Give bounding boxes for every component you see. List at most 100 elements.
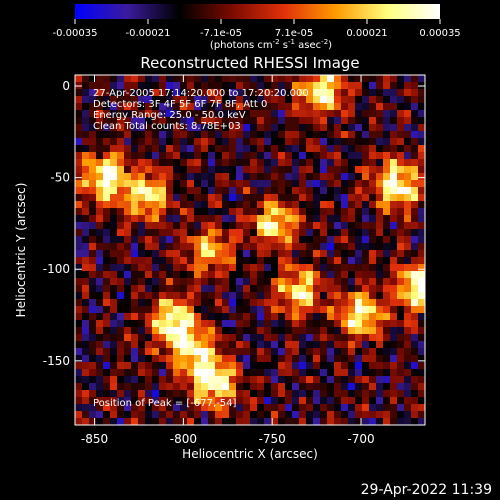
heatmap-cell [299, 229, 307, 237]
heatmap-cell [369, 383, 377, 391]
heatmap-cell [376, 103, 384, 111]
heatmap-cell [75, 222, 83, 230]
heatmap-cell [334, 376, 342, 384]
heatmap-cell [166, 278, 174, 286]
heatmap-cell [229, 257, 237, 265]
heatmap-cell [320, 215, 328, 223]
heatmap-cell [327, 124, 335, 132]
heatmap-cell [362, 285, 370, 293]
heatmap-cell [264, 348, 272, 356]
heatmap-cell [306, 159, 314, 167]
heatmap-cell [348, 82, 356, 90]
heatmap-cell [362, 110, 370, 118]
heatmap-cell [236, 138, 244, 146]
heatmap-cell [285, 187, 293, 195]
heatmap-cell [271, 187, 279, 195]
heatmap-cell [124, 187, 132, 195]
heatmap-cell [285, 271, 293, 279]
heatmap-cell [411, 313, 419, 321]
heatmap-cell [376, 271, 384, 279]
heatmap-cell [264, 152, 272, 160]
heatmap-cell [236, 222, 244, 230]
heatmap-cell [103, 138, 111, 146]
heatmap-cell [166, 271, 174, 279]
heatmap-cell [306, 348, 314, 356]
heatmap-cell [250, 250, 258, 258]
heatmap-cell [376, 124, 384, 132]
heatmap-cell [236, 96, 244, 104]
heatmap-cell [320, 257, 328, 265]
heatmap-cell [285, 229, 293, 237]
heatmap-cell [187, 271, 195, 279]
heatmap-cell [180, 173, 188, 181]
heatmap-cell [383, 124, 391, 132]
heatmap-cell [110, 313, 118, 321]
heatmap-cell [411, 376, 419, 384]
heatmap-cell [271, 341, 279, 349]
heatmap-cell [355, 348, 363, 356]
heatmap-cell [355, 187, 363, 195]
heatmap-cell [208, 313, 216, 321]
heatmap-cell [278, 138, 286, 146]
heatmap-cell [306, 201, 314, 209]
heatmap-cell [173, 131, 181, 139]
heatmap-cell [243, 159, 251, 167]
heatmap-cell [278, 292, 286, 300]
heatmap-cell [397, 397, 405, 405]
heatmap-cell [397, 208, 405, 216]
chart-title: Reconstructed RHESSI Image [140, 54, 359, 72]
heatmap-cell [201, 166, 209, 174]
heatmap-cell [292, 397, 300, 405]
heatmap-cell [96, 376, 104, 384]
heatmap-cell [404, 306, 412, 314]
heatmap-cell [348, 159, 356, 167]
heatmap-cell [390, 348, 398, 356]
heatmap-cell [222, 152, 230, 160]
heatmap-cell [110, 145, 118, 153]
heatmap-cell [173, 257, 181, 265]
heatmap-cell [236, 159, 244, 167]
heatmap-cell [201, 152, 209, 160]
heatmap-cell [327, 306, 335, 314]
heatmap-cell [229, 411, 237, 419]
heatmap-cell [348, 292, 356, 300]
heatmap-cell [243, 383, 251, 391]
heatmap-cell [418, 397, 425, 405]
heatmap-cell [96, 299, 104, 307]
heatmap-cell [383, 348, 391, 356]
heatmap-cell [152, 194, 160, 202]
heatmap-cell [285, 292, 293, 300]
heatmap-cell [299, 348, 307, 356]
heatmap-cell [320, 201, 328, 209]
heatmap-cell [110, 131, 118, 139]
heatmap-cell [348, 418, 356, 425]
heatmap-cell [145, 152, 153, 160]
heatmap-cell [313, 285, 321, 293]
heatmap-cell [299, 397, 307, 405]
heatmap-cell [376, 264, 384, 272]
heatmap-cell [369, 236, 377, 244]
heatmap-cell [418, 208, 425, 216]
heatmap-cell [152, 103, 160, 111]
heatmap-cell [236, 194, 244, 202]
heatmap-cell [166, 215, 174, 223]
heatmap-cell [257, 152, 265, 160]
heatmap-cell [194, 159, 202, 167]
heatmap-cell [320, 103, 328, 111]
heatmap-cell [117, 376, 125, 384]
heatmap-cell [369, 278, 377, 286]
heatmap-cell [124, 229, 132, 237]
heatmap-cell [145, 369, 153, 377]
heatmap-cell [250, 166, 258, 174]
heatmap-cell [285, 131, 293, 139]
heatmap-cell [166, 222, 174, 230]
heatmap-cell [369, 341, 377, 349]
heatmap-cell [327, 390, 335, 398]
heatmap-cell [285, 313, 293, 321]
heatmap-cell [313, 327, 321, 335]
heatmap-cell [138, 376, 146, 384]
heatmap-cell [124, 355, 132, 363]
heatmap-cell [278, 250, 286, 258]
heatmap-cell [355, 369, 363, 377]
heatmap-cell [376, 327, 384, 335]
